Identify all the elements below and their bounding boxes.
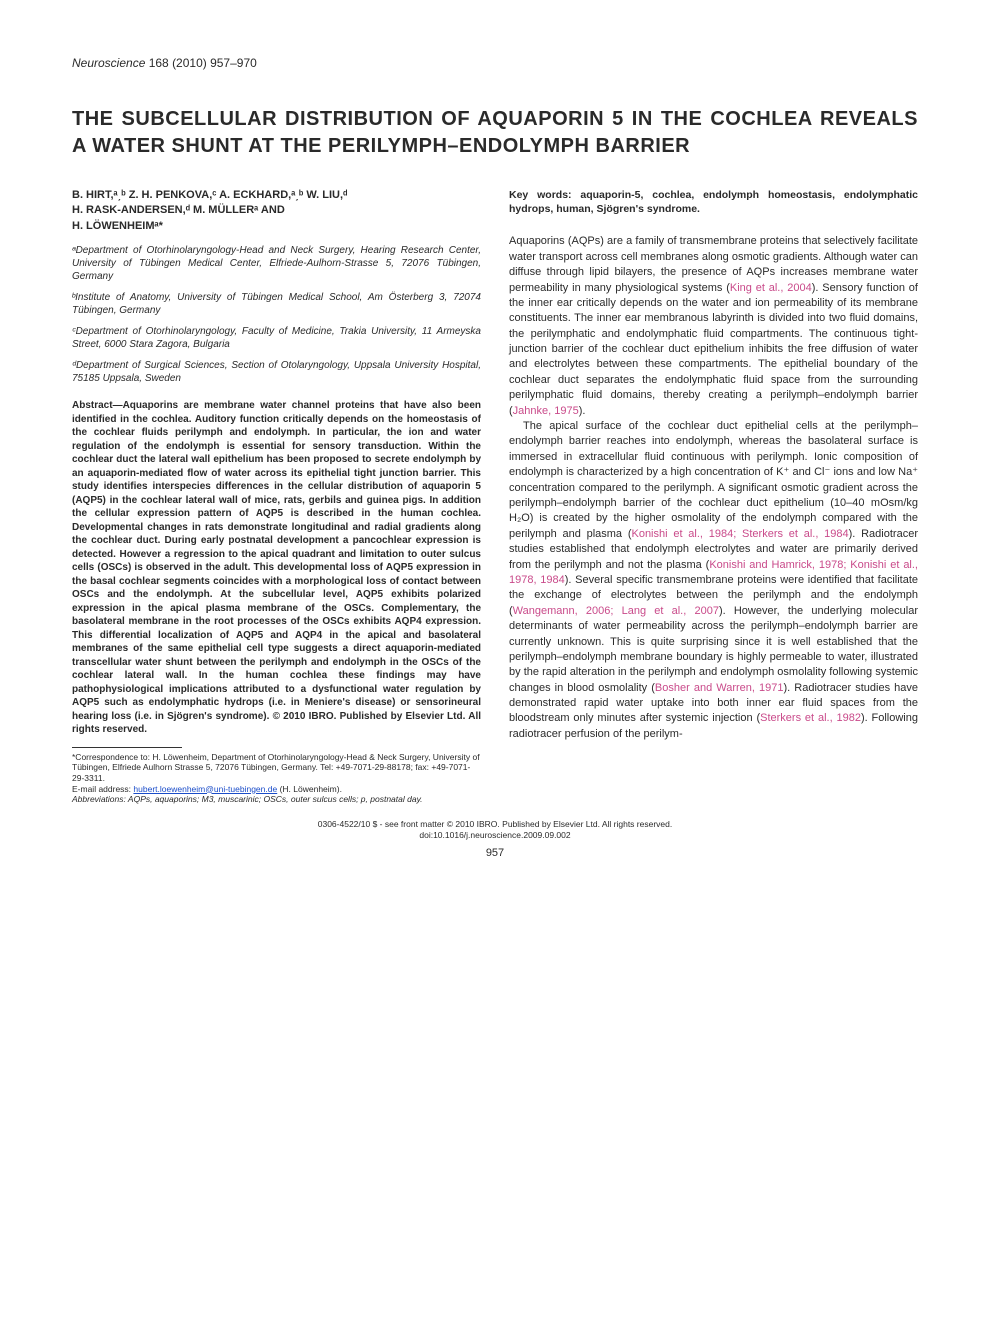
doi-line: doi:10.1016/j.neuroscience.2009.09.002 xyxy=(72,830,918,841)
citation-wangemann-lang[interactable]: Wangemann, 2006; Lang et al., 2007 xyxy=(513,605,719,617)
affiliation-a: ᵃDepartment of Otorhinolaryngology-Head … xyxy=(72,244,481,283)
authors-line-3: H. LÖWENHEIMᵃ* xyxy=(72,219,481,234)
journal-citation: 168 (2010) 957–970 xyxy=(145,56,256,70)
article-title: THE SUBCELLULAR DISTRIBUTION OF AQUAPORI… xyxy=(72,106,918,160)
email-link[interactable]: hubert.loewenheim@uni-tuebingen.de xyxy=(133,784,277,794)
footnote-separator xyxy=(72,747,182,748)
two-column-layout: B. HIRT,ᵃ͵ᵇ Z. H. PENKOVA,ᶜ A. ECKHARD,ᵃ… xyxy=(72,188,918,805)
keywords: Key words: aquaporin-5, cochlea, endolym… xyxy=(509,188,918,216)
citation-king-2004[interactable]: King et al., 2004 xyxy=(730,282,812,294)
citation-konishi-sterkers-1984[interactable]: Konishi et al., 1984; Sterkers et al., 1… xyxy=(631,528,848,540)
journal-header: Neuroscience 168 (2010) 957–970 xyxy=(72,56,918,70)
page-number: 957 xyxy=(72,847,918,859)
body-paragraph-1: Aquaporins (AQPs) are a family of transm… xyxy=(509,234,918,419)
authors-line-2: H. RASK-ANDERSEN,ᵈ M. MÜLLERᵃ AND xyxy=(72,203,481,218)
left-column: B. HIRT,ᵃ͵ᵇ Z. H. PENKOVA,ᶜ A. ECKHARD,ᵃ… xyxy=(72,188,481,805)
body-paragraph-2: The apical surface of the cochlear duct … xyxy=(509,419,918,742)
copyright-line-1: 0306-4522/10 $ - see front matter © 2010… xyxy=(72,819,918,830)
citation-jahnke-1975[interactable]: Jahnke, 1975 xyxy=(513,405,579,417)
affiliation-c: ᶜDepartment of Otorhinolaryngology, Facu… xyxy=(72,325,481,351)
abstract: Abstract—Aquaporins are membrane water c… xyxy=(72,399,481,737)
email-footnote: E-mail address: hubert.loewenheim@uni-tu… xyxy=(72,784,481,795)
abbrev-text: Abbreviations: AQPs, aquaporins; M3, mus… xyxy=(72,794,423,804)
email-suffix: (H. Löwenheim). xyxy=(277,784,342,794)
journal-name: Neuroscience xyxy=(72,56,145,70)
copyright-block: 0306-4522/10 $ - see front matter © 2010… xyxy=(72,819,918,841)
p2-text-a: The apical surface of the cochlear duct … xyxy=(509,420,918,540)
authors-line-1: B. HIRT,ᵃ͵ᵇ Z. H. PENKOVA,ᶜ A. ECKHARD,ᵃ… xyxy=(72,188,481,203)
email-label: E-mail address: xyxy=(72,784,133,794)
author-list: B. HIRT,ᵃ͵ᵇ Z. H. PENKOVA,ᶜ A. ECKHARD,ᵃ… xyxy=(72,188,481,234)
abbreviations-footnote: Abbreviations: AQPs, aquaporins; M3, mus… xyxy=(72,794,481,805)
affiliation-b: ᵇInstitute of Anatomy, University of Tüb… xyxy=(72,291,481,317)
affiliation-d: ᵈDepartment of Surgical Sciences, Sectio… xyxy=(72,359,481,385)
p2-text-d: ). However, the underlying molecular det… xyxy=(509,605,918,694)
p1-text-b: ). Sensory function of the inner ear cri… xyxy=(509,282,918,417)
correspondence-footnote: *Correspondence to: H. Löwenheim, Depart… xyxy=(72,752,481,784)
p1-text-c: ). xyxy=(579,405,586,417)
citation-bosher-warren-1971[interactable]: Bosher and Warren, 1971 xyxy=(655,682,784,694)
right-column: Key words: aquaporin-5, cochlea, endolym… xyxy=(509,188,918,805)
citation-sterkers-1982[interactable]: Sterkers et al., 1982 xyxy=(760,712,861,724)
